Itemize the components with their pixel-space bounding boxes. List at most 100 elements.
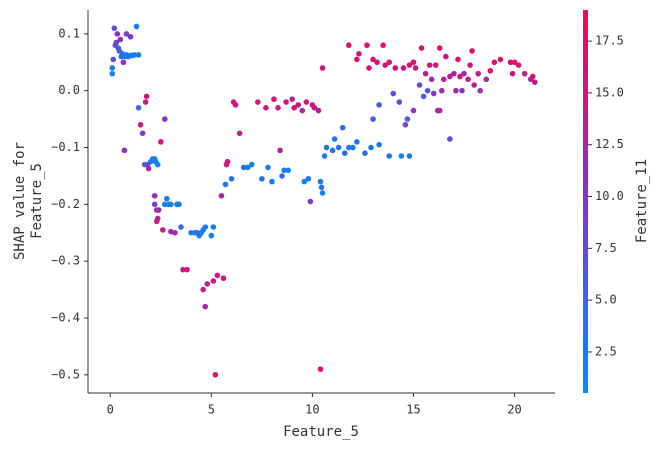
point [151, 201, 158, 208]
point [350, 144, 356, 151]
point [376, 141, 382, 148]
point [404, 116, 411, 122]
point [331, 136, 338, 142]
point [406, 153, 413, 159]
point [160, 227, 166, 233]
y-tick-label: −0.1 [51, 140, 80, 154]
colorbar [583, 10, 588, 393]
point [218, 193, 225, 199]
point [374, 59, 380, 66]
point [202, 224, 209, 230]
point [301, 178, 308, 185]
point [210, 224, 217, 230]
x-tick-label: 20 [507, 403, 521, 417]
point [323, 144, 330, 151]
x-tick-label: 15 [406, 403, 420, 417]
point [180, 266, 186, 273]
point [194, 229, 200, 236]
point [285, 167, 291, 174]
point [315, 107, 322, 114]
point [111, 25, 118, 31]
point [453, 87, 459, 94]
point [131, 52, 138, 58]
point [356, 50, 362, 57]
point [511, 59, 518, 66]
point [311, 104, 318, 111]
point [420, 93, 427, 100]
point [443, 53, 449, 60]
y-tick-label: −0.3 [51, 254, 80, 268]
colorbar-tick-label: 12.5 [595, 137, 624, 151]
point [451, 70, 457, 77]
colorbar-tick-label: 10.0 [595, 189, 624, 203]
point [366, 65, 372, 71]
point [467, 62, 473, 68]
y-axis-label: SHAP value for [12, 142, 28, 260]
point [200, 286, 207, 293]
point [441, 76, 447, 83]
point [319, 190, 326, 196]
point [436, 107, 443, 114]
point [410, 107, 417, 114]
point [386, 59, 393, 66]
point [406, 62, 413, 68]
point [137, 121, 144, 128]
point [291, 104, 298, 111]
point [155, 207, 162, 213]
point [497, 56, 504, 63]
point [418, 45, 425, 51]
point [318, 184, 325, 191]
y-tick-label: −0.2 [51, 197, 80, 211]
point [121, 147, 128, 154]
x-tick-label: 10 [305, 403, 319, 417]
point [457, 73, 463, 80]
y-tick-label: −0.4 [51, 310, 80, 324]
point [142, 99, 149, 105]
point [370, 116, 376, 122]
point [354, 139, 360, 145]
point [339, 124, 346, 131]
point [396, 99, 403, 105]
point [271, 96, 277, 103]
point [208, 232, 215, 239]
point [400, 65, 407, 71]
point [477, 87, 483, 94]
x-tick-label: 5 [208, 403, 215, 417]
colorbar-tick-label: 7.5 [595, 241, 617, 255]
point [386, 153, 393, 159]
point [447, 73, 453, 80]
point [469, 48, 475, 54]
point [430, 90, 437, 97]
point [329, 147, 336, 154]
point [123, 31, 130, 37]
point [139, 130, 146, 137]
point [390, 90, 397, 97]
point [531, 79, 538, 85]
point [410, 59, 417, 66]
point [515, 62, 522, 68]
point [172, 229, 178, 236]
point [368, 144, 374, 151]
point [202, 303, 209, 310]
y-tick-label: 0.0 [58, 83, 80, 97]
colorbar-tick-label: 15.0 [595, 85, 624, 99]
point [299, 107, 306, 114]
point [364, 42, 370, 49]
point [232, 102, 239, 108]
x-axis-label: Feature_5 [283, 424, 359, 440]
point [376, 102, 382, 108]
point [321, 153, 328, 159]
point [184, 266, 190, 273]
point [204, 281, 211, 287]
point [265, 164, 271, 171]
point [412, 65, 419, 71]
point [120, 59, 127, 66]
point [248, 161, 255, 168]
point [224, 158, 231, 165]
point [345, 42, 352, 49]
point [210, 278, 217, 284]
point [471, 82, 477, 88]
point [279, 173, 285, 179]
colorbar-label: Feature_11 [634, 159, 650, 243]
point [133, 23, 140, 30]
